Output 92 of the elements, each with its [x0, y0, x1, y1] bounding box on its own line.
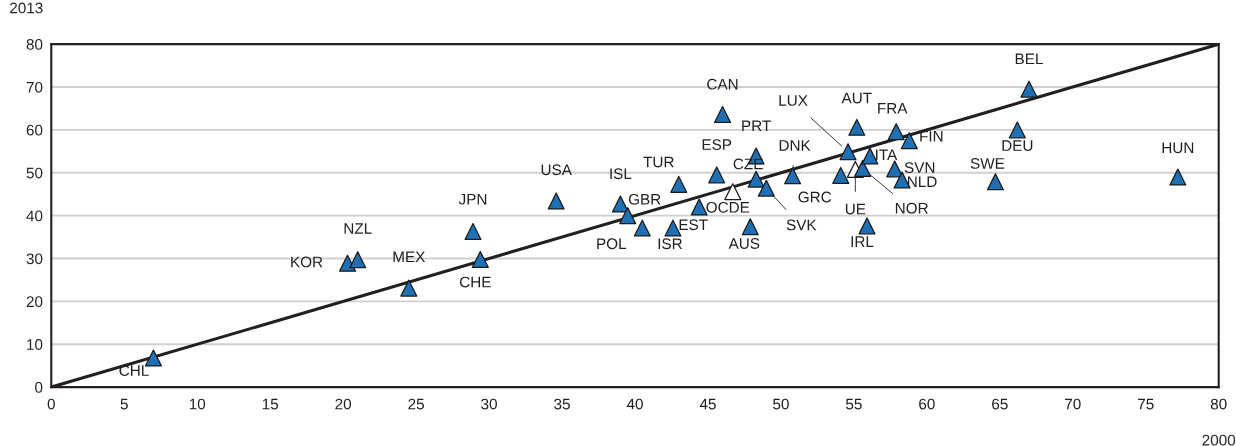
x-tick-label: 65 [992, 398, 1008, 410]
y-tick-label: 70 [26, 81, 43, 93]
annotation: TUR [643, 156, 674, 168]
point [1020, 80, 1038, 98]
point [900, 132, 918, 150]
annotation: GBR [628, 193, 661, 205]
annotation: NLD [908, 176, 937, 188]
x-axis-title: 2000 [1202, 434, 1236, 446]
x-tick-label: 10 [189, 398, 206, 410]
annotation: SWE [970, 158, 1005, 169]
point [887, 123, 905, 141]
annotation: DEU [1002, 140, 1033, 151]
annotation: GRC [798, 191, 832, 203]
annotation: KOR [291, 256, 323, 268]
point [714, 105, 732, 124]
x-tick-label: 60 [919, 398, 935, 410]
annotation: CHE [459, 276, 491, 288]
point [690, 198, 708, 216]
point [839, 143, 857, 161]
point [464, 222, 482, 241]
annotation: MEX [393, 251, 426, 263]
annotation: BEL [1015, 53, 1043, 65]
y-tick-label: 0 [35, 382, 43, 393]
point [619, 207, 637, 225]
annotation: UE [845, 203, 866, 215]
point [338, 254, 357, 272]
point [747, 170, 765, 188]
point [757, 179, 775, 197]
point [854, 159, 872, 178]
annotation: SVK [786, 219, 817, 231]
x-tick-label: 15 [262, 398, 279, 410]
y-tick-label: 80 [26, 39, 43, 50]
annotation: SVN [904, 162, 935, 174]
point [784, 167, 802, 185]
x-tick-label: 0 [47, 398, 55, 410]
annotation: DNK [779, 140, 811, 151]
point [670, 175, 688, 193]
point [832, 166, 850, 184]
annotation: FRA [878, 103, 908, 114]
point [858, 217, 876, 235]
point [1008, 121, 1026, 139]
x-tick-label: 5 [120, 398, 128, 410]
annotation: LUX [779, 95, 808, 106]
annotation: HUN [1162, 142, 1194, 154]
point [848, 118, 866, 136]
annotation: CZE [733, 158, 763, 170]
point [144, 349, 162, 367]
x-tick-label: 50 [773, 398, 789, 410]
x-tick-label: 75 [1138, 398, 1154, 410]
x-tick-label: 70 [1065, 398, 1081, 410]
y-tick-label: 50 [26, 167, 43, 179]
x-tick-label: 35 [554, 398, 570, 410]
annotation: ITA [876, 149, 898, 160]
x-tick-label: 25 [408, 398, 424, 410]
point [708, 166, 726, 184]
x-tick-label: 40 [626, 398, 643, 410]
point [724, 183, 742, 201]
annotation: PRT [742, 120, 771, 131]
point [471, 250, 489, 268]
annotation: AUT [841, 92, 872, 104]
annotation: ISL [610, 168, 632, 180]
point [547, 192, 565, 210]
annotation: NZL [344, 223, 372, 234]
annotation: ISR [658, 238, 682, 250]
annotation: POL [597, 238, 627, 250]
annotation: IRL [851, 236, 874, 247]
annotation: JPN [458, 193, 487, 205]
point [1169, 168, 1187, 186]
x-tick-label: 55 [846, 398, 862, 410]
annotation: CAN [707, 78, 738, 90]
point [349, 251, 367, 269]
x-tick-label: 30 [481, 398, 497, 410]
y-tick-label: 30 [26, 253, 43, 265]
x-tick-label: 80 [1210, 398, 1227, 410]
x-tick-label: 20 [335, 398, 352, 410]
point [741, 218, 759, 236]
point [986, 173, 1004, 191]
annotation: AUS [728, 238, 760, 249]
y-axis-title: 2013 [10, 2, 43, 14]
y-tick-label: 20 [26, 296, 43, 308]
annotation: OCDE [706, 201, 750, 213]
x-tick-label: 45 [699, 398, 716, 410]
annotation: USA [541, 164, 572, 176]
annotation: EST [679, 219, 708, 231]
point [633, 219, 651, 237]
annotation: ESP [702, 139, 732, 151]
y-tick-label: 60 [26, 124, 43, 136]
point [611, 195, 629, 213]
point [400, 279, 418, 297]
y-tick-label: 40 [26, 210, 43, 222]
y-tick-label: 10 [27, 339, 43, 350]
annotation: NOR [895, 202, 928, 214]
